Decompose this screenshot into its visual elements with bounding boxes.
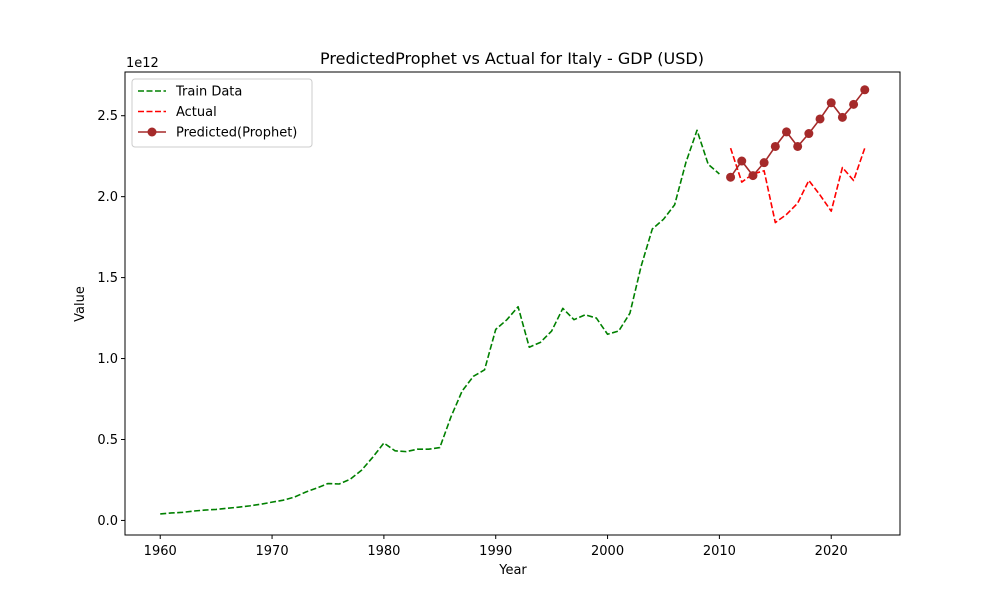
legend-label: Train Data	[175, 85, 242, 100]
x-tick-label: 1980	[367, 544, 400, 559]
series-marker-2-8	[815, 114, 825, 124]
series-line-0	[160, 129, 720, 515]
y-tick-label: 1.5	[97, 271, 118, 286]
series-line-1	[729, 147, 866, 224]
plot-area: 1960 1970 1980 1990 2000 2010 2020 0.0 0.5 1.0 1.5…	[97, 71, 901, 559]
legend-label: Predicted(Prophet)	[176, 126, 297, 141]
series-marker-2-0	[726, 172, 736, 182]
series-marker-2-3	[759, 158, 769, 168]
series-marker-2-1	[737, 156, 747, 166]
y-tick-label: 1.0	[97, 352, 118, 367]
y-tick-label: 0.0	[97, 514, 118, 529]
y-tick-label: 2.0	[97, 190, 118, 205]
x-tick-label: 1990	[479, 544, 512, 559]
y-tick-label: 2.5	[97, 109, 118, 124]
series-marker-2-6	[793, 141, 803, 151]
x-tick-label: 1970	[256, 544, 289, 559]
x-tick-label: 1960	[144, 544, 177, 559]
series-marker-2-4	[770, 141, 780, 151]
axes-frame	[124, 71, 901, 536]
legend-label: Actual	[176, 105, 217, 120]
y-axis-label: Value	[73, 286, 88, 322]
y-tick-label: 0.5	[97, 433, 118, 448]
x-tick-label: 2010	[703, 544, 736, 559]
series-marker-2-5	[781, 127, 791, 137]
series-marker-2-12	[860, 85, 870, 95]
series-marker-2-11	[849, 99, 859, 109]
series-marker-2-7	[804, 129, 814, 139]
y-offset-label: 1e12	[126, 56, 159, 71]
legend: Train Data Actual Predicted(Prophet)	[131, 78, 313, 148]
legend-marker-2	[147, 127, 157, 137]
series-marker-2-10	[837, 112, 847, 122]
x-tick-label: 2000	[591, 544, 624, 559]
series-marker-2-9	[826, 98, 836, 108]
chart-title: PredictedProphet vs Actual for Italy - G…	[320, 49, 704, 68]
legend-box	[131, 78, 313, 148]
x-tick-label: 2020	[815, 544, 848, 559]
series-marker-2-2	[748, 171, 758, 181]
x-axis-label: Year	[498, 563, 527, 578]
